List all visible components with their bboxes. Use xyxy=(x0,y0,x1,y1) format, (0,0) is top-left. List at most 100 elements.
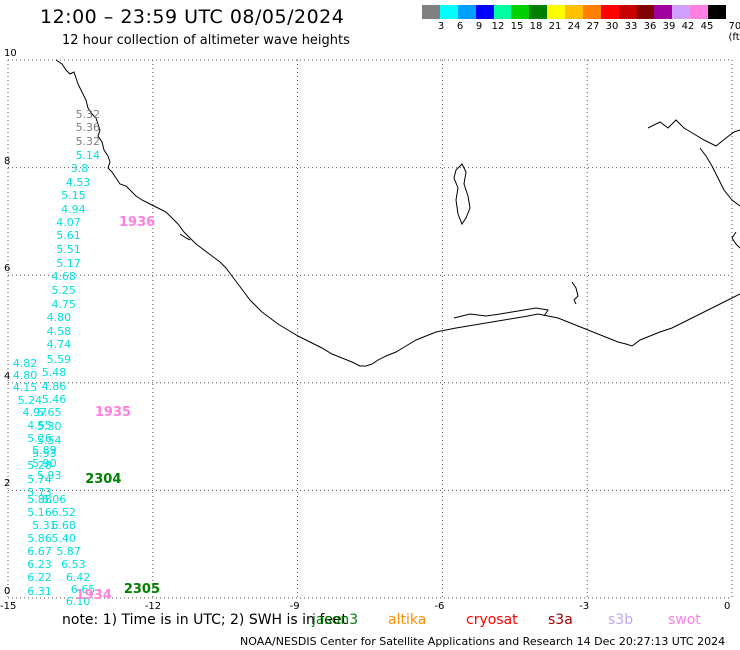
color-scale-label: 24 xyxy=(567,21,581,32)
swh-value-label: 5.73 xyxy=(27,486,52,500)
lake-kainji xyxy=(699,147,740,207)
lagoon-ivory-coast xyxy=(453,307,549,319)
color-scale-label: 27 xyxy=(586,21,600,32)
swh-value-label: 4.53 xyxy=(65,175,91,189)
x-tick-label: -9 xyxy=(289,601,300,612)
swh-value-label: 4.80 xyxy=(12,369,38,383)
color-scale-label: 21 xyxy=(548,21,562,32)
color-swatch xyxy=(690,5,708,19)
y-tick-label: 10 xyxy=(4,48,17,59)
y-tick-label: 6 xyxy=(4,263,11,275)
swh-value-label: 6.65 xyxy=(70,583,96,597)
lat-lon-grid xyxy=(7,59,733,599)
pass-time-label: 1934 xyxy=(75,588,112,604)
color-scale-swatches xyxy=(422,5,726,19)
color-swatch xyxy=(636,5,655,19)
color-swatch xyxy=(618,5,637,19)
volta-lake xyxy=(453,163,471,226)
swh-value-label: 5.28 xyxy=(27,459,52,473)
x-tick-label: 0 xyxy=(724,601,731,612)
coastline-west-africa xyxy=(55,59,740,367)
map-title: 12:00 – 23:59 UTC 08/05/2024 xyxy=(40,6,345,28)
swh-value-label: 5.53 xyxy=(32,446,57,460)
color-scale-label: 30 xyxy=(605,21,619,32)
swh-value-label: 4.55 xyxy=(27,418,52,432)
color-swatch xyxy=(529,5,548,19)
swh-value-label: 5.51 xyxy=(56,243,81,257)
swh-value-label: 5.61 xyxy=(56,229,81,243)
swh-value-label: 5.16 xyxy=(27,505,52,519)
swh-value-label: 5.88 xyxy=(27,493,52,507)
swh-value-label: 4.94 xyxy=(61,202,86,216)
color-scale-label: 3 xyxy=(437,21,445,32)
swh-value-label: 4.75 xyxy=(51,297,76,311)
swh-value-label: 3.8 xyxy=(70,162,89,176)
color-swatch xyxy=(511,5,530,19)
pass-time-label: 2304 xyxy=(85,471,122,487)
swh-value-label: 4.82 xyxy=(12,356,38,370)
swh-value-label: 5.90 xyxy=(32,456,57,470)
swh-value-label: 5.54 xyxy=(36,433,62,447)
coast-detail-1 xyxy=(179,233,191,241)
swh-value-label: 5.59 xyxy=(46,352,72,366)
swh-value-label: 6.22 xyxy=(27,571,52,585)
swh-value-label: 5.32 xyxy=(75,134,101,148)
coastline-guinea-liberia-ivory-coast-ghana xyxy=(55,59,740,367)
color-scale-label: 12 xyxy=(491,21,505,32)
y-tick-label: 8 xyxy=(4,155,11,167)
swh-value-label: 5.14 xyxy=(75,148,101,162)
swh-value-label: 5.31 xyxy=(32,519,57,533)
color-swatch xyxy=(654,5,673,19)
coast-cameroon xyxy=(731,231,740,249)
color-scale-label: 45 xyxy=(700,21,714,32)
satellite-legend-entry: swot xyxy=(668,612,701,628)
x-tick-label: -15 xyxy=(0,601,17,612)
color-swatch xyxy=(582,5,601,19)
swh-value-label: 6.68 xyxy=(51,519,76,533)
swh-value-label: 5.24 xyxy=(17,393,43,407)
x-tick-label: -12 xyxy=(144,601,162,612)
swh-value-label: 4.68 xyxy=(51,270,76,284)
satellite-legend-entry: cryosat xyxy=(466,612,518,628)
bioko-island xyxy=(571,281,579,305)
map-subtitle: 12 hour collection of altimeter wave hei… xyxy=(62,33,350,48)
swh-value-label: 6.31 xyxy=(27,584,52,598)
swh-value-label: 5.25 xyxy=(51,284,76,298)
pass-time-label: 2305 xyxy=(123,582,161,598)
color-scale-label: 36 xyxy=(643,21,657,32)
color-scale-label: 33 xyxy=(624,21,638,32)
swh-value-label: 5.32 xyxy=(75,107,101,121)
swh-value-label: 5.93 xyxy=(36,468,62,482)
swh-value-label: 5.87 xyxy=(56,545,81,559)
pass-time-label: 1936 xyxy=(119,215,156,230)
color-scale-label: 42 xyxy=(681,21,695,32)
color-swatch xyxy=(493,5,512,19)
swh-value-label: 4.58 xyxy=(46,324,72,338)
x-tick-label: -6 xyxy=(434,601,445,612)
swh-value-label: 6.06 xyxy=(41,493,67,507)
satellite-legend-entry: altika xyxy=(388,612,427,628)
color-scale-label: 9 xyxy=(475,21,483,32)
swh-value-label: 5.46 xyxy=(41,393,67,407)
swh-value-label: 5.36 xyxy=(75,121,101,135)
swh-value-label: 4.80 xyxy=(46,311,72,325)
color-swatch xyxy=(439,5,458,19)
satellite-legend-entry: s3a xyxy=(548,612,573,628)
note-text: note: 1) Time is in UTC; 2) SWH is in fe… xyxy=(62,612,348,628)
swh-value-label: 5.86 xyxy=(27,532,52,546)
swh-value-label: 5.30 xyxy=(36,420,62,434)
satellite-legend-entry: s3b xyxy=(608,612,634,628)
color-swatch xyxy=(475,5,494,19)
satellite-legend-entry: jason3 xyxy=(312,612,359,628)
color-swatch xyxy=(565,5,583,19)
swh-value-label: 4.86 xyxy=(41,379,67,393)
color-swatch xyxy=(547,5,565,19)
swh-value-label: 5.74 xyxy=(27,472,52,486)
swh-value-label: 5.40 xyxy=(51,532,76,546)
swh-value-label: 5.15 xyxy=(61,189,86,203)
swh-value-label: 6.53 xyxy=(61,558,86,572)
color-swatch xyxy=(422,5,440,19)
x-tick-label: -3 xyxy=(579,601,590,612)
